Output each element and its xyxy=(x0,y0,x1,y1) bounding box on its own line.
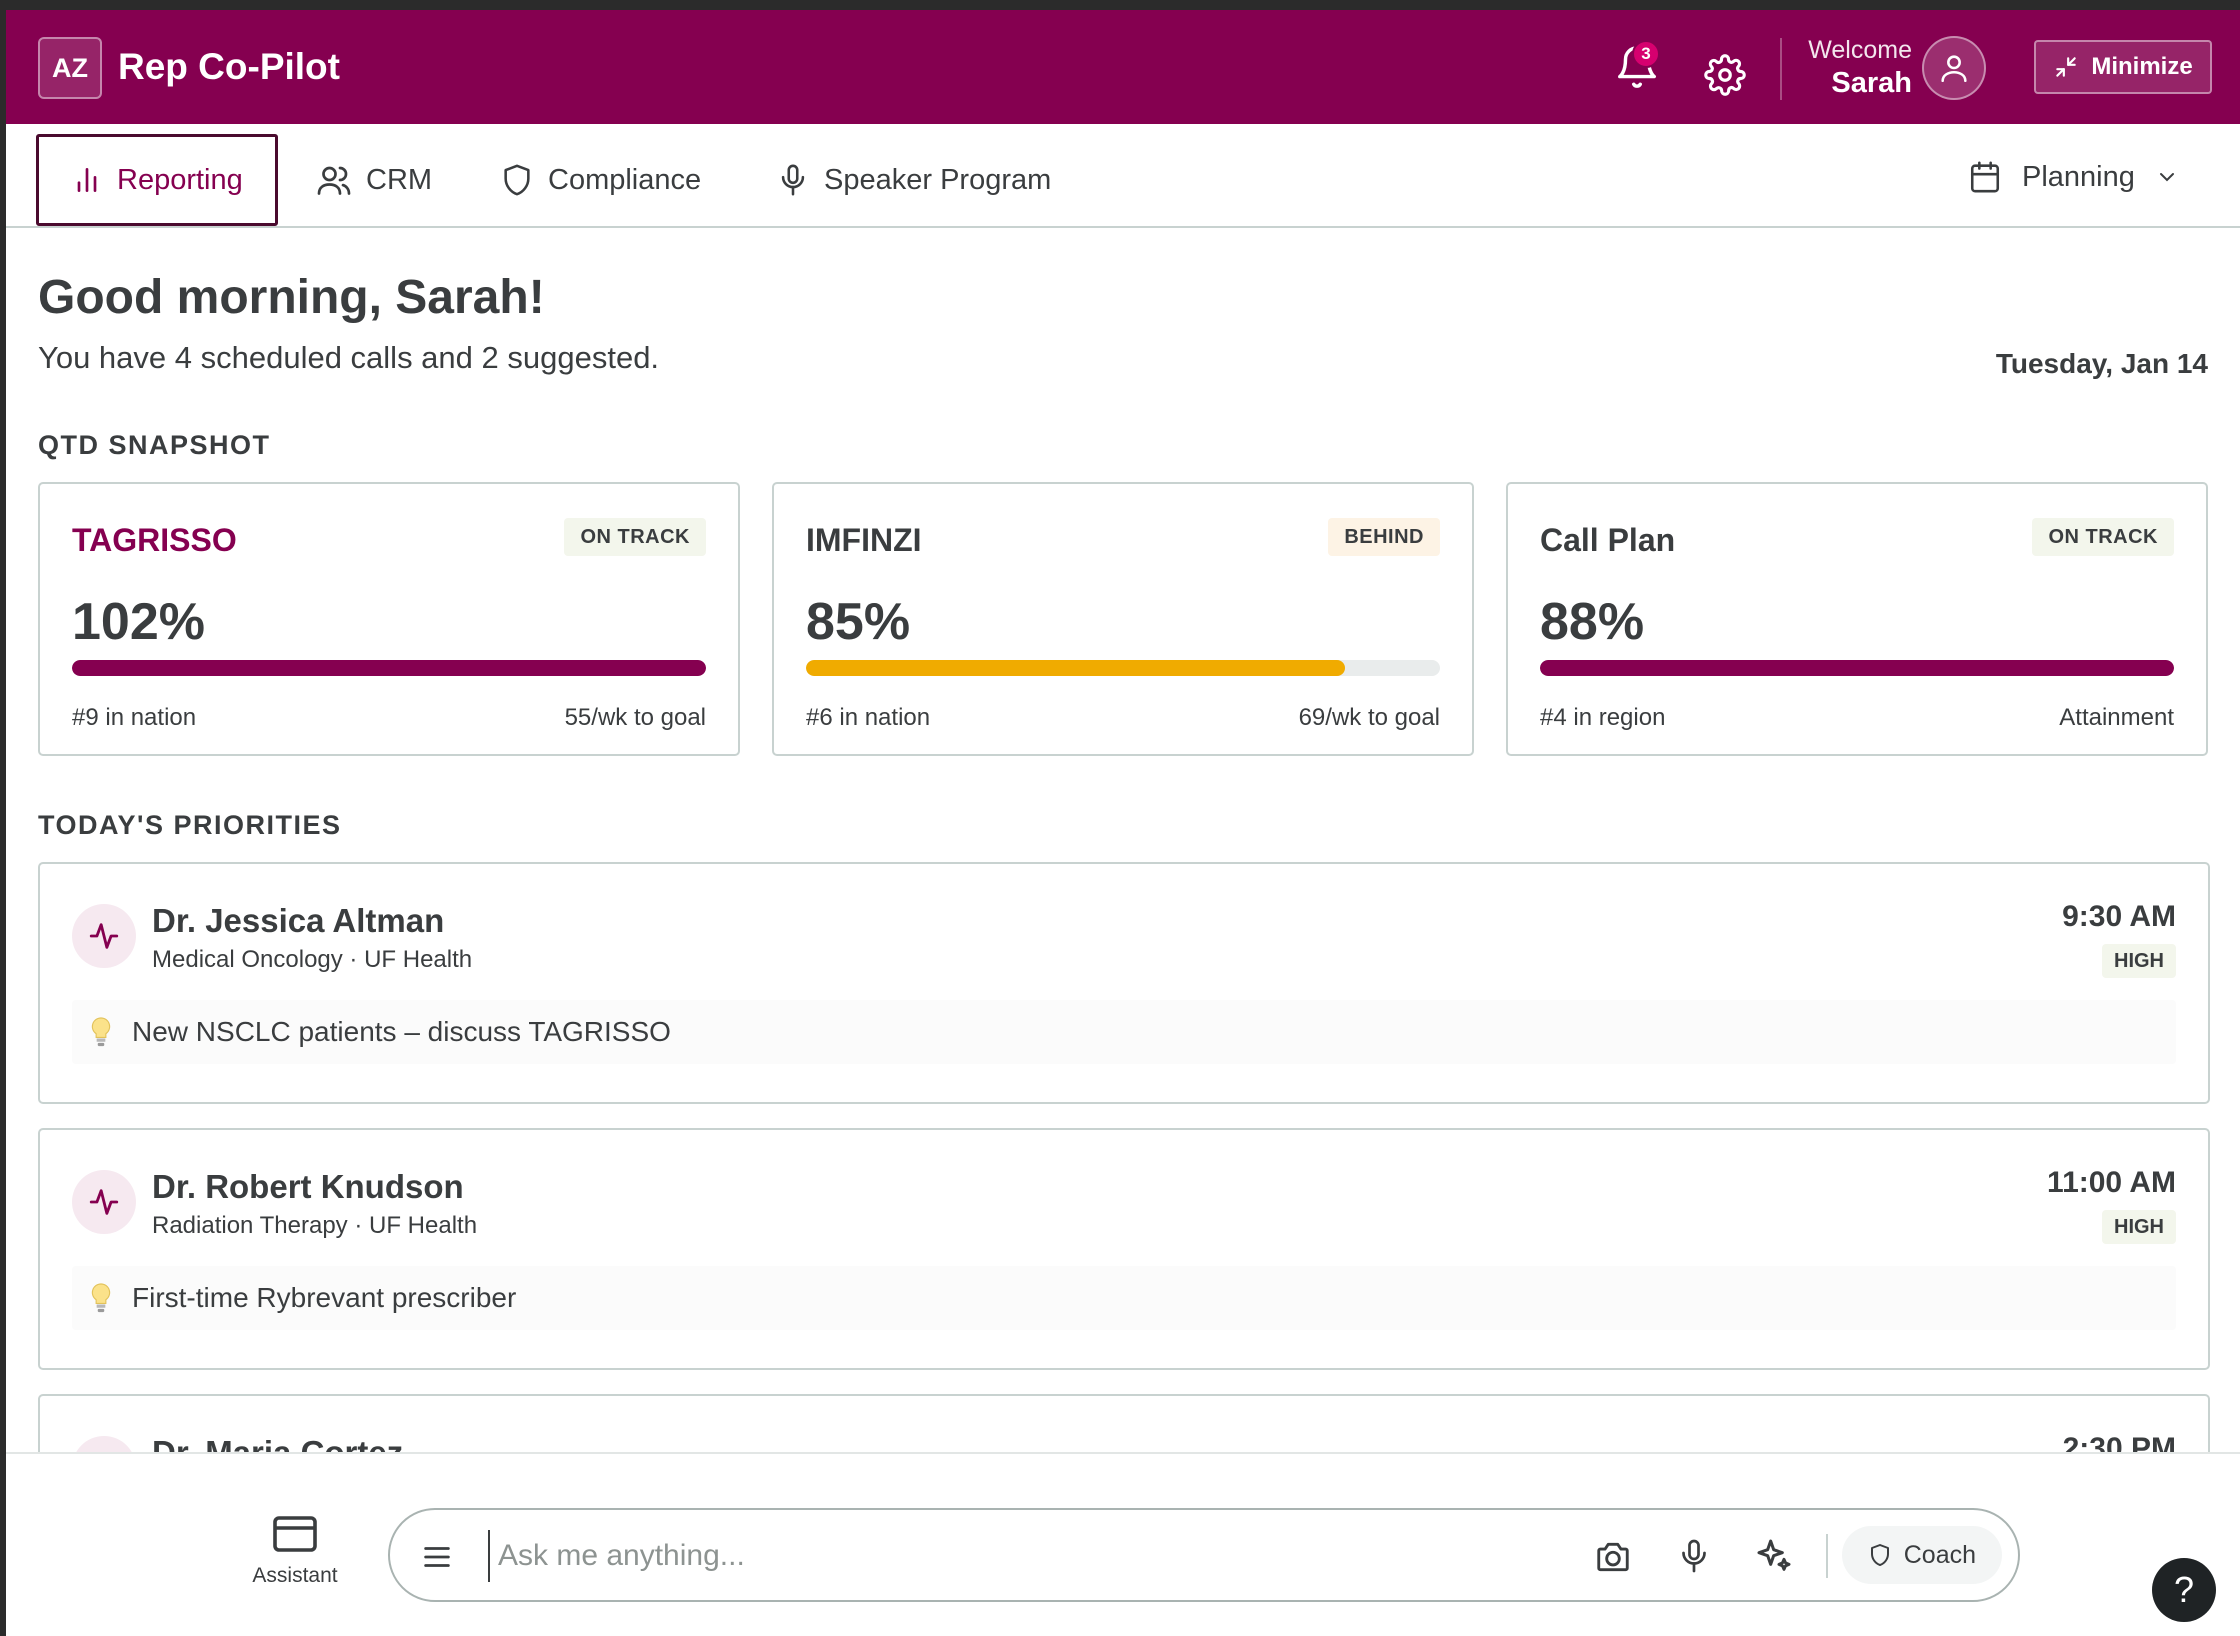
progress-fill xyxy=(806,660,1345,676)
insight-text: New NSCLC patients – discuss TAGRISSO xyxy=(132,1016,671,1047)
card-goal: 55/wk to goal xyxy=(564,704,706,731)
planning-dropdown[interactable]: Planning xyxy=(1968,160,2179,194)
card-title: IMFINZI xyxy=(806,522,922,558)
minimize-label: Minimize xyxy=(2091,53,2193,80)
priority-card[interactable]: Dr. Jessica Altman Medical Oncology · UF… xyxy=(38,862,2210,1104)
hcp-specialty: Radiation Therapy · UF Health xyxy=(152,1212,478,1239)
assistant-button[interactable]: Assistant xyxy=(240,1514,350,1588)
card-goal: Attainment xyxy=(2059,704,2174,731)
coach-label: Coach xyxy=(1903,1540,1976,1569)
welcome-label: Welcome xyxy=(1808,36,1912,64)
card-title: TAGRISSO xyxy=(72,522,237,558)
header-divider xyxy=(1780,38,1782,100)
priorities-heading: TODAY'S PRIORITIES xyxy=(38,810,342,840)
minimize-button[interactable]: Minimize xyxy=(2034,40,2212,94)
snapshot-card-call-plan[interactable]: Call Plan ON TRACK 88% #4 in region Atta… xyxy=(1506,482,2208,756)
tab-speaker-program[interactable]: Speaker Program xyxy=(776,134,1051,226)
activity-icon-badge xyxy=(72,904,136,968)
gear-icon xyxy=(1704,54,1746,96)
hcp-specialty: Medical Oncology · UF Health xyxy=(152,946,473,973)
card-value: 85% xyxy=(806,593,911,651)
priority-card[interactable]: Dr. Maria Cortez 2:30 PM xyxy=(38,1394,2210,1462)
card-title: Call Plan xyxy=(1540,522,1676,558)
lightbulb-icon xyxy=(91,1017,111,1047)
card-value: 102% xyxy=(72,593,205,651)
browser-window-icon xyxy=(273,1516,317,1552)
insight-text: First-time Rybrevant prescriber xyxy=(132,1282,517,1313)
activity-icon xyxy=(89,923,119,949)
ask-input[interactable] xyxy=(488,1530,1528,1582)
lightbulb-icon xyxy=(91,1283,111,1313)
sparkle-icon[interactable] xyxy=(1754,1536,1794,1576)
tab-label: Reporting xyxy=(117,163,243,196)
planning-label: Planning xyxy=(2022,160,2135,193)
menu-icon[interactable] xyxy=(420,1540,454,1574)
app-window: AZ Rep Co-Pilot 3 Welcome Sarah xyxy=(6,10,2240,1636)
priority-badge: HIGH xyxy=(2102,944,2176,978)
settings-button[interactable] xyxy=(1704,54,1746,96)
status-badge: ON TRACK xyxy=(564,518,706,556)
assistant-label: Assistant xyxy=(252,1564,338,1587)
ask-divider xyxy=(1826,1534,1828,1578)
card-rank: #6 in nation xyxy=(806,704,931,731)
priority-insight: First-time Rybrevant prescriber xyxy=(72,1266,2176,1330)
progress-fill xyxy=(72,660,706,676)
help-button[interactable]: ? xyxy=(2152,1558,2216,1622)
status-badge: ON TRACK xyxy=(2032,518,2174,556)
welcome-block: Welcome Sarah xyxy=(1808,36,1912,100)
priority-insight: New NSCLC patients – discuss TAGRISSO xyxy=(72,1000,2176,1064)
progress-fill xyxy=(1540,660,2174,676)
microphone-icon xyxy=(781,164,805,196)
hcp-name: Dr. Jessica Altman xyxy=(152,902,445,939)
card-rank: #9 in nation xyxy=(72,704,197,731)
tab-label: Speaker Program xyxy=(824,163,1052,196)
activity-icon xyxy=(89,1189,119,1215)
chevron-down-icon xyxy=(2159,173,2174,182)
progress-track xyxy=(1540,660,2174,676)
snapshot-heading: QTD SNAPSHOT xyxy=(38,430,271,460)
tab-crm[interactable]: CRM xyxy=(316,134,432,226)
user-name: Sarah xyxy=(1831,67,1912,99)
page-title: Good morning, Sarah! xyxy=(38,271,545,324)
coach-button[interactable]: Coach xyxy=(1841,1526,2002,1584)
main-tabs: Reporting CRM Compliance Speaker Program… xyxy=(6,124,2240,228)
card-rank: #4 in region xyxy=(1540,704,1666,731)
call-time: 9:30 AM xyxy=(2062,900,2176,933)
tab-reporting[interactable]: Reporting xyxy=(36,134,278,226)
greeting-subtitle: You have 4 scheduled calls and 2 suggest… xyxy=(38,340,660,375)
notification-count-badge: 3 xyxy=(1632,40,1660,68)
activity-icon-badge xyxy=(72,1170,136,1234)
calendar-icon xyxy=(1970,161,2000,193)
priority-card[interactable]: Dr. Robert Knudson Radiation Therapy · U… xyxy=(38,1128,2210,1370)
priority-badge: HIGH xyxy=(2102,1210,2176,1244)
current-date: Tuesday, Jan 14 xyxy=(1995,348,2208,379)
progress-track xyxy=(806,660,1440,676)
ask-bar: Coach xyxy=(388,1508,2020,1602)
app-header: AZ Rep Co-Pilot 3 Welcome Sarah xyxy=(6,10,2240,124)
shield-icon xyxy=(504,164,530,196)
shield-icon xyxy=(1870,1544,1889,1566)
tab-label: CRM xyxy=(366,163,433,196)
progress-track xyxy=(72,660,706,676)
card-goal: 69/wk to goal xyxy=(1298,704,1440,731)
status-badge: BEHIND xyxy=(1328,518,1440,556)
priority-list-clip: Dr. Maria Cortez 2:30 PM xyxy=(6,1390,2240,1462)
app-title: Rep Co-Pilot xyxy=(118,46,340,87)
user-icon xyxy=(1941,55,1967,83)
bar-chart-icon xyxy=(77,168,97,192)
logo: AZ xyxy=(38,37,102,99)
tab-label: Compliance xyxy=(548,163,702,196)
hcp-name: Dr. Robert Knudson xyxy=(152,1168,464,1205)
snapshot-card-imfinzi[interactable]: IMFINZI BEHIND 85% #6 in nation 69/wk to… xyxy=(772,482,1474,756)
assistant-bar: Assistant Coach ? xyxy=(6,1452,2240,1636)
tab-compliance[interactable]: Compliance xyxy=(500,134,701,226)
call-time: 11:00 AM xyxy=(2047,1166,2176,1199)
card-value: 88% xyxy=(1540,593,1645,651)
snapshot-card-tagrisso[interactable]: TAGRISSO ON TRACK 102% #9 in nation 55/w… xyxy=(38,482,740,756)
minimize-arrows-icon xyxy=(2056,57,2077,77)
users-icon xyxy=(317,166,351,195)
camera-icon[interactable] xyxy=(1594,1538,1632,1576)
microphone-icon[interactable] xyxy=(1676,1538,1712,1574)
avatar[interactable] xyxy=(1922,36,1986,100)
